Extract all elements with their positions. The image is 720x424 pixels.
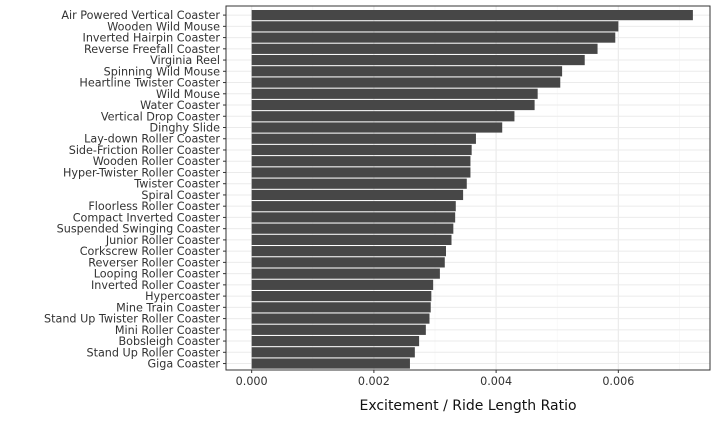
bar (251, 178, 467, 189)
bar (251, 246, 446, 257)
y-tick-label: Suspended Swinging Coaster (57, 223, 221, 236)
x-axis-ticks: 0.000 0.002 0.004 0.006 (236, 370, 634, 388)
y-tick-label: Mini Roller Coaster (115, 324, 220, 337)
bar (251, 279, 434, 290)
y-tick-label: Hyper-Twister Roller Coaster (63, 166, 220, 179)
y-tick-label: Reverse Freefall Coaster (84, 43, 220, 56)
bar (251, 201, 456, 212)
y-tick-label: Reverser Roller Coaster (88, 256, 220, 269)
bar (251, 122, 503, 133)
bar (251, 21, 619, 32)
y-tick-label: Inverted Roller Coaster (91, 279, 220, 292)
y-tick-label: Junior Roller Coaster (105, 234, 221, 247)
y-tick-label: Stand Up Twister Roller Coaster (44, 313, 220, 326)
bar (251, 268, 440, 279)
bar (251, 335, 420, 347)
y-tick-label: Water Coaster (140, 99, 220, 112)
y-tick-label: Floorless Roller Coaster (88, 200, 220, 213)
x-tick-label: 0.006 (602, 375, 634, 388)
bar (251, 313, 430, 324)
y-tick-label: Bobsleigh Coaster (118, 335, 220, 348)
bar (251, 189, 464, 201)
bar (251, 234, 452, 245)
bar (251, 324, 426, 335)
bar (251, 43, 598, 54)
y-tick-label: Looping Roller Coaster (94, 268, 221, 281)
y-tick-label: Corkscrew Roller Coaster (80, 245, 221, 258)
bar (251, 77, 561, 88)
y-tick-label: Dinghy Slide (150, 122, 221, 135)
bar (251, 156, 471, 167)
bar (251, 347, 415, 358)
y-tick-label: Air Powered Vertical Coaster (61, 9, 220, 22)
y-tick-label: Inverted Hairpin Coaster (83, 32, 221, 45)
y-tick-label: Virginia Reel (150, 54, 220, 67)
y-tick-label: Mine Train Coaster (116, 301, 220, 314)
y-tick-label: Wooden Roller Coaster (93, 155, 221, 168)
y-tick-label: Compact Inverted Coaster (73, 211, 221, 224)
y-tick-label: Wooden Wild Mouse (107, 20, 220, 33)
y-tick-label: Spinning Wild Mouse (104, 65, 220, 78)
x-tick-label: 0.002 (358, 375, 390, 388)
panel-border (225, 5, 711, 371)
y-tick-label: Hypercoaster (145, 290, 220, 303)
y-tick-label: Wild Mouse (156, 88, 220, 101)
bar (251, 10, 693, 21)
bars (251, 10, 693, 369)
y-tick-label: Vertical Drop Coaster (101, 110, 221, 123)
y-tick-label: Spiral Coaster (141, 189, 220, 202)
bar (251, 167, 471, 178)
bar (251, 88, 538, 99)
bar (251, 302, 431, 313)
bar (251, 257, 445, 268)
y-tick-label: Heartline Twister Coaster (79, 77, 220, 90)
bar (251, 223, 454, 234)
x-axis-title: Excitement / Ride Length Ratio (359, 398, 576, 414)
x-tick-label: 0.004 (480, 375, 512, 388)
y-tick-label: Twister Coaster (133, 178, 220, 191)
y-tick-label: Stand Up Roller Coaster (86, 346, 220, 359)
bar (251, 32, 616, 43)
bar (251, 66, 563, 77)
bar (251, 99, 535, 111)
x-tick-label: 0.000 (236, 375, 268, 388)
bar (251, 212, 456, 223)
bar (251, 291, 432, 302)
y-tick-label: Lay-down Roller Coaster (84, 133, 220, 146)
bar (251, 133, 476, 144)
bar (251, 111, 515, 122)
bar (251, 144, 472, 156)
y-tick-label: Side-Friction Roller Coaster (69, 144, 221, 157)
bar (251, 358, 410, 369)
y-tick-label: Giga Coaster (147, 358, 220, 371)
bar (251, 54, 585, 66)
